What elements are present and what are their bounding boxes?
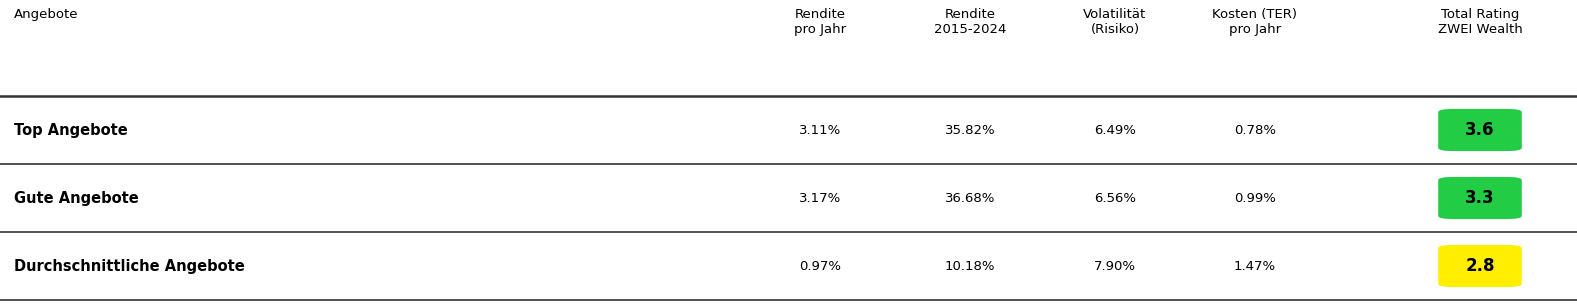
Text: 36.68%: 36.68% [945, 192, 995, 204]
Text: Total Rating
ZWEI Wealth: Total Rating ZWEI Wealth [1438, 8, 1522, 36]
Text: 1.47%: 1.47% [1233, 259, 1276, 273]
Text: Gute Angebote: Gute Angebote [14, 191, 139, 205]
Text: 35.82%: 35.82% [945, 123, 995, 137]
Text: 3.11%: 3.11% [800, 123, 841, 137]
FancyBboxPatch shape [1438, 109, 1522, 151]
Text: Rendite
pro Jahr: Rendite pro Jahr [793, 8, 847, 36]
Text: 3.6: 3.6 [1465, 121, 1495, 139]
Text: 0.78%: 0.78% [1233, 123, 1276, 137]
Text: Kosten (TER)
pro Jahr: Kosten (TER) pro Jahr [1213, 8, 1298, 36]
Text: 6.49%: 6.49% [1094, 123, 1135, 137]
Text: Top Angebote: Top Angebote [14, 122, 128, 138]
FancyBboxPatch shape [1438, 245, 1522, 287]
Text: Rendite
2015-2024: Rendite 2015-2024 [934, 8, 1006, 36]
Text: 0.99%: 0.99% [1235, 192, 1276, 204]
Text: Durchschnittliche Angebote: Durchschnittliche Angebote [14, 258, 244, 274]
Text: 7.90%: 7.90% [1094, 259, 1135, 273]
FancyBboxPatch shape [1438, 177, 1522, 219]
Text: 2.8: 2.8 [1465, 257, 1495, 275]
Text: Volatilität
(Risiko): Volatilität (Risiko) [1083, 8, 1146, 36]
Text: 3.17%: 3.17% [800, 192, 841, 204]
Text: Angebote: Angebote [14, 8, 79, 21]
Text: 3.3: 3.3 [1465, 189, 1495, 207]
Text: 10.18%: 10.18% [945, 259, 995, 273]
Text: 0.97%: 0.97% [800, 259, 841, 273]
Text: 6.56%: 6.56% [1094, 192, 1135, 204]
